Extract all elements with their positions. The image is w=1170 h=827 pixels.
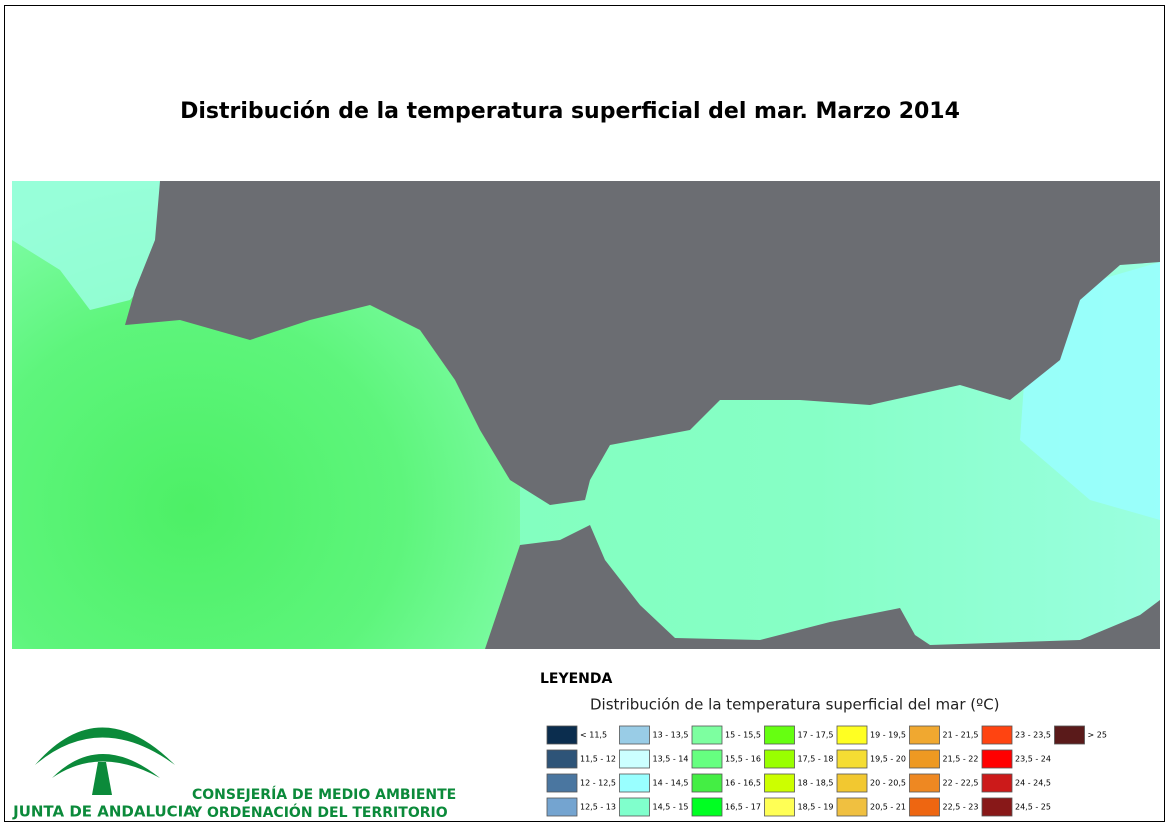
logo: JUNTA DE ANDALUCIA CONSEJERÍA DE MEDIO A… [12,727,456,821]
legend-swatch [764,773,795,793]
land [485,525,1160,649]
title: Distribución de la temperatura superfici… [180,99,960,124]
legend-label: 23,5 - 24 [1015,755,1051,764]
legend-label: 17 - 17,5 [798,731,834,740]
legend-swatch [619,749,650,769]
legend-label: 13 - 13,5 [653,731,689,740]
legend-label: 14 - 14,5 [653,779,689,788]
legend-label: 24,5 - 25 [1015,803,1051,812]
legend-swatch [836,725,868,745]
legend-label: 11,5 - 12 [580,755,616,764]
department: Y ORDENACIÓN DEL TERRITORIO [191,803,448,821]
logo-arc [52,754,160,778]
legend-swatch [981,797,1013,817]
legend-label: 17,5 - 18 [798,755,834,764]
legend-heading: LEYENDA [540,671,613,687]
legend-label: < 11,5 [580,731,607,740]
legend-swatch [1054,725,1085,745]
legend-swatch [691,749,723,769]
legend-label: 18,5 - 19 [798,803,834,812]
legend-label: 16 - 16,5 [725,779,761,788]
legend-subtitle: Distribución de la temperatura superfici… [590,696,1000,714]
legend-swatch [691,797,723,817]
legend-label: 14,5 - 15 [653,803,689,812]
legend-label: 24 - 24,5 [1015,779,1051,788]
legend-label: 12,5 - 13 [580,803,616,812]
legend-swatch [981,725,1013,745]
legend-swatch [546,773,578,793]
legend-swatch [836,773,868,793]
legend-swatch [691,773,723,793]
legend-swatch [619,725,650,745]
land [125,181,1160,505]
legend-label: 19,5 - 20 [870,755,906,764]
map [12,181,1160,649]
legend-swatch [691,725,723,745]
department: CONSEJERÍA DE MEDIO AMBIENTE [192,786,456,803]
legend-swatch [764,749,795,769]
legend-swatch [909,725,940,745]
legend-swatch [619,797,650,817]
legend-label: 23 - 23,5 [1015,731,1051,740]
legend-label: 22 - 22,5 [943,779,979,788]
legend-swatch [909,773,940,793]
logo-arc [35,727,175,765]
legend-label: 15 - 15,5 [725,731,761,740]
legend-label: 18 - 18,5 [798,779,834,788]
legend-label: 12 - 12,5 [580,779,616,788]
legend-label: 15,5 - 16 [725,755,761,764]
logo-text: JUNTA DE ANDALUCIA [12,803,195,821]
legend-swatch [909,749,940,769]
legend-label: 22,5 - 23 [943,803,979,812]
legend-swatch [764,725,795,745]
legend: LEYENDA Distribución de la temperatura s… [540,671,1107,817]
legend-swatch [764,797,795,817]
logo-figure [92,762,112,795]
legend-swatch [836,797,868,817]
legend-label: 16,5 - 17 [725,803,761,812]
legend-swatch [836,749,868,769]
legend-swatch [546,725,578,745]
legend-label: 13,5 - 14 [653,755,689,764]
legend-label: > 25 [1088,731,1107,740]
legend-swatch [546,797,578,817]
legend-swatch [546,749,578,769]
legend-swatch [981,749,1013,769]
legend-swatch [619,773,650,793]
legend-label: 20 - 20,5 [870,779,906,788]
legend-label: 20,5 - 21 [870,803,906,812]
legend-label: 21 - 21,5 [943,731,979,740]
legend-label: 19 - 19,5 [870,731,906,740]
legend-swatch [981,773,1013,793]
legend-label: 21,5 - 22 [943,755,979,764]
cyan-area [12,181,165,310]
legend-swatch [909,797,940,817]
